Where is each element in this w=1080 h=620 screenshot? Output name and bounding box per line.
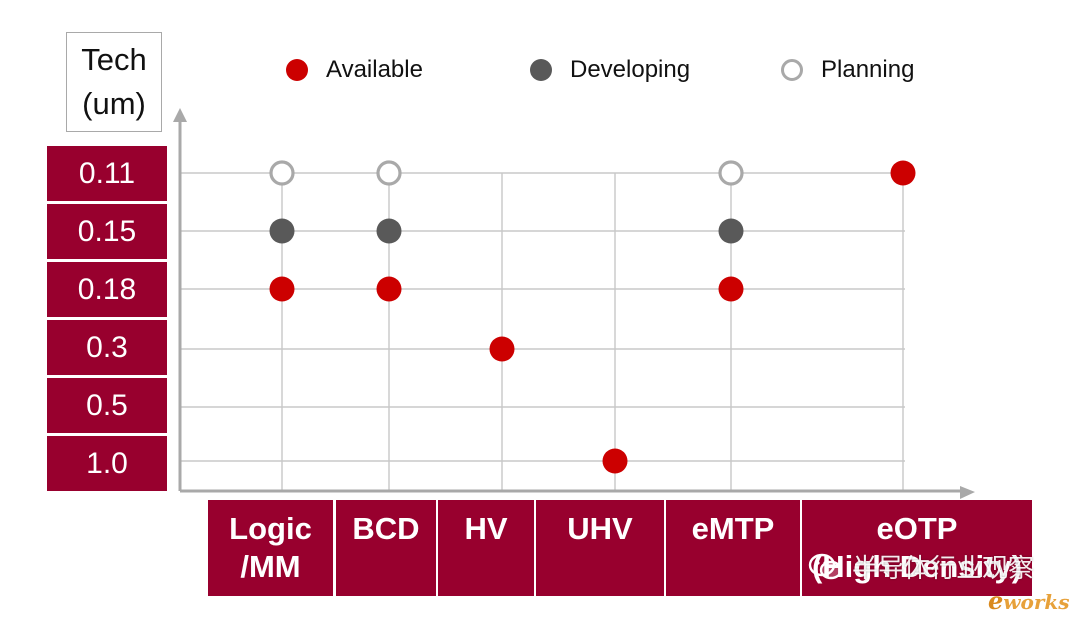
- legend-available-marker: [286, 59, 308, 81]
- x-tick-label-line: /MM: [240, 549, 301, 584]
- x-tick-label: HV: [438, 500, 534, 596]
- legend-developing-marker: [530, 59, 552, 81]
- x-tick-label-line: (High Density): [811, 549, 1023, 584]
- x-tick-label-line: eOTP: [876, 511, 958, 546]
- legend-planning: Planning: [781, 52, 914, 88]
- x-axis-arrow: [960, 486, 975, 499]
- x-tick-label-line: eMTP: [691, 511, 775, 546]
- x-tick-label: UHV: [536, 500, 664, 596]
- legend-available-label: Available: [326, 56, 423, 83]
- point-developing: [269, 218, 295, 244]
- point-available: [269, 276, 295, 302]
- y-axis-arrow: [173, 108, 187, 122]
- y-axis-header-line-1: Tech: [81, 42, 147, 77]
- x-tick-label: eMTP: [666, 500, 800, 596]
- x-tick-label-line: BCD: [352, 511, 420, 546]
- watermark: 半导体行业观察: [808, 548, 1034, 585]
- y-tick-label: 0.5: [47, 378, 167, 433]
- legend-planning-label: Planning: [821, 56, 915, 83]
- point-available: [489, 336, 515, 362]
- y-axis-header: Tech (um): [66, 32, 162, 132]
- point-planning: [376, 160, 402, 186]
- point-available: [376, 276, 402, 302]
- y-tick-label: 0.3: [47, 320, 167, 375]
- y-axis-header-line-2: (um): [82, 86, 146, 121]
- point-planning: [269, 160, 295, 186]
- point-planning: [718, 160, 744, 186]
- point-available: [890, 160, 916, 186]
- eworks-logo: eworks: [988, 586, 1070, 615]
- legend-available: Available: [286, 52, 423, 88]
- x-tick-label-line: Logic: [229, 511, 312, 546]
- x-tick-label-line: UHV: [567, 511, 633, 546]
- x-tick-label: BCD: [336, 500, 436, 596]
- point-available: [602, 448, 628, 474]
- point-available: [718, 276, 744, 302]
- point-developing: [718, 218, 744, 244]
- x-tick-label-line: HV: [464, 511, 508, 546]
- point-developing: [376, 218, 402, 244]
- x-tick-label: Logic/MM: [208, 500, 333, 596]
- y-tick-label: 0.15: [47, 204, 167, 259]
- legend-developing: Developing: [530, 52, 690, 88]
- y-tick-label: 0.18: [47, 262, 167, 317]
- legend-developing-label: Developing: [570, 56, 691, 83]
- wechat-icon: [808, 553, 843, 579]
- watermark-text: 半导体行业观察: [852, 553, 1035, 583]
- legend-planning-marker: [781, 59, 803, 81]
- y-tick-label: 0.11: [47, 146, 167, 201]
- x-tick-label: eOTP (High Density): [802, 500, 1032, 596]
- y-tick-label: 1.0: [47, 436, 167, 491]
